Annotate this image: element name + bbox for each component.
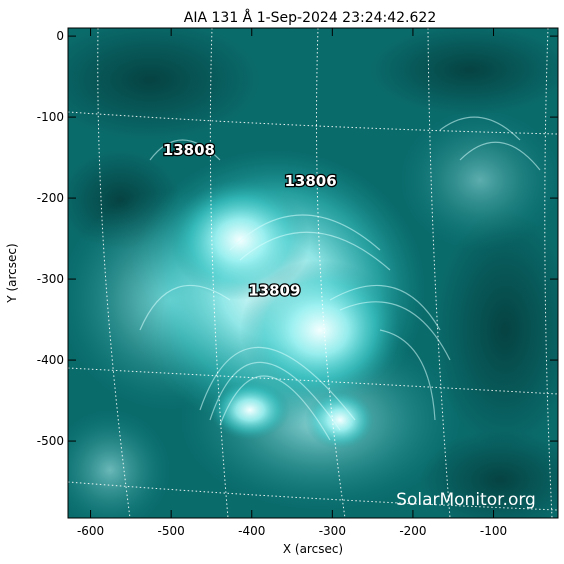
- image-title: AIA 131 Å 1-Sep-2024 23:24:42.622: [184, 9, 436, 26]
- y-axis: 0 -100 -200 -300 -400 -500: [37, 29, 558, 448]
- active-region-label: 13808: [163, 141, 215, 159]
- y-tick-label: -200: [37, 191, 64, 205]
- watermark: SolarMonitor.org: [396, 490, 536, 510]
- x-axis-label: X (arcsec): [283, 542, 343, 556]
- plot-frame: [67, 27, 559, 519]
- y-tick-label: -400: [37, 353, 64, 367]
- x-tick-label: -200: [399, 524, 426, 538]
- coordinate-grid: [68, 28, 558, 518]
- x-axis: -600 -500 -400 -300 -200 -100: [77, 28, 507, 538]
- active-region-label: 13809: [248, 281, 300, 299]
- x-tick-label: -400: [238, 524, 265, 538]
- y-tick-label: 0: [56, 29, 64, 43]
- x-tick-label: -100: [480, 524, 507, 538]
- active-region-label: 13806: [284, 172, 336, 190]
- y-tick-label: -500: [37, 434, 64, 448]
- y-tick-label: -300: [37, 272, 64, 286]
- y-tick-label: -100: [37, 110, 64, 124]
- y-axis-label: Y (arcsec): [5, 243, 19, 303]
- x-tick-label: -300: [319, 524, 346, 538]
- active-region-labels: 13808 13806 13809: [161, 140, 337, 301]
- x-tick-label: -500: [158, 524, 185, 538]
- x-tick-label: -600: [77, 524, 104, 538]
- solar-euv-image: [68, 28, 558, 518]
